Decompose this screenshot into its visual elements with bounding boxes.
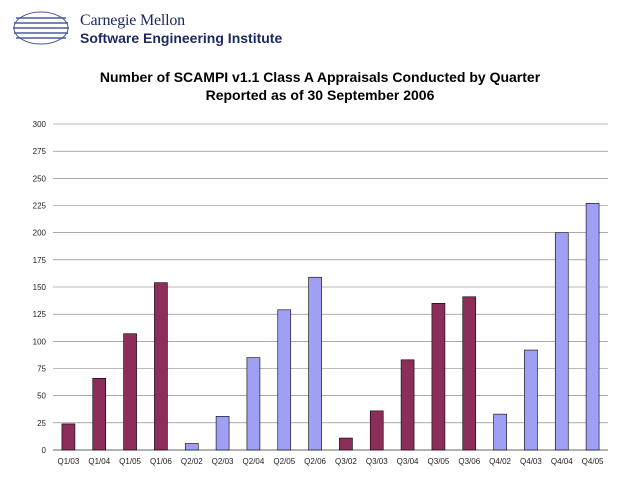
x-tick-label: Q2/06 bbox=[304, 457, 326, 466]
bar-Q3-03 bbox=[369, 410, 384, 451]
x-tick-label: Q4/05 bbox=[582, 457, 604, 466]
y-tick-label: 200 bbox=[33, 229, 47, 238]
bar-Q4-04 bbox=[554, 232, 569, 451]
org-name-line2: Software Engineering Institute bbox=[80, 30, 283, 46]
bar-Q1-06 bbox=[154, 282, 168, 451]
bar-Q2-05 bbox=[277, 309, 292, 451]
bar-Q4-05 bbox=[585, 203, 600, 451]
bar-Q2-06 bbox=[308, 276, 322, 451]
org-name-line1: Carnegie Mellon bbox=[80, 12, 185, 29]
bar-Q3-06 bbox=[462, 296, 477, 451]
chart-title: Number of SCAMPI v1.1 Class A Appraisals… bbox=[99, 69, 541, 85]
x-tick-label: Q3/05 bbox=[428, 457, 450, 466]
x-tick-label: Q4/04 bbox=[551, 457, 573, 466]
y-tick-label: 125 bbox=[33, 310, 47, 319]
x-tick-label: Q4/03 bbox=[520, 457, 542, 466]
y-tick-label: 100 bbox=[33, 337, 47, 346]
x-tick-label: Q2/03 bbox=[212, 457, 234, 466]
y-tick-label: 300 bbox=[33, 120, 47, 129]
y-tick-label: 175 bbox=[33, 256, 47, 265]
y-tick-label: 250 bbox=[33, 174, 47, 183]
bar-Q4-02 bbox=[493, 413, 507, 451]
globe-logo-icon bbox=[13, 11, 69, 45]
x-tick-label: Q3/02 bbox=[335, 457, 357, 466]
bar-Q1-03 bbox=[61, 423, 76, 451]
y-tick-label: 0 bbox=[42, 446, 47, 455]
y-tick-label: 25 bbox=[37, 419, 46, 428]
x-tick-label: Q3/06 bbox=[458, 457, 480, 466]
y-tick-label: 75 bbox=[37, 365, 46, 374]
chart-subtitle: Reported as of 30 September 2006 bbox=[205, 87, 435, 103]
bar-Q2-04 bbox=[246, 357, 261, 451]
bar-Q3-04 bbox=[400, 359, 415, 451]
logo: Carnegie Mellon Software Engineering Ins… bbox=[8, 6, 282, 46]
x-tick-label: Q1/06 bbox=[150, 457, 172, 466]
bar-Q3-02 bbox=[339, 437, 353, 451]
y-tick-label: 275 bbox=[33, 147, 47, 156]
x-tick-label: Q2/02 bbox=[181, 457, 203, 466]
bar-Q1-05 bbox=[123, 333, 137, 451]
bar-Q2-03 bbox=[215, 416, 230, 451]
y-tick-label: 150 bbox=[33, 283, 47, 292]
bar-Q4-03 bbox=[524, 349, 538, 451]
bar-Q2-02 bbox=[184, 443, 199, 451]
x-tick-label: Q2/04 bbox=[243, 457, 265, 466]
x-tick-label: Q1/04 bbox=[88, 457, 110, 466]
x-tick-label: Q1/03 bbox=[58, 457, 80, 466]
bar-Q3-05 bbox=[431, 302, 446, 451]
x-tick-label: Q2/05 bbox=[273, 457, 295, 466]
y-tick-label: 50 bbox=[37, 392, 46, 401]
x-tick-label: Q1/05 bbox=[119, 457, 141, 466]
y-tick-label: 225 bbox=[33, 202, 47, 211]
x-tick-label: Q3/03 bbox=[366, 457, 388, 466]
x-tick-label: Q3/04 bbox=[397, 457, 419, 466]
bar-Q1-04 bbox=[92, 377, 107, 451]
x-tick-label: Q4/02 bbox=[489, 457, 511, 466]
